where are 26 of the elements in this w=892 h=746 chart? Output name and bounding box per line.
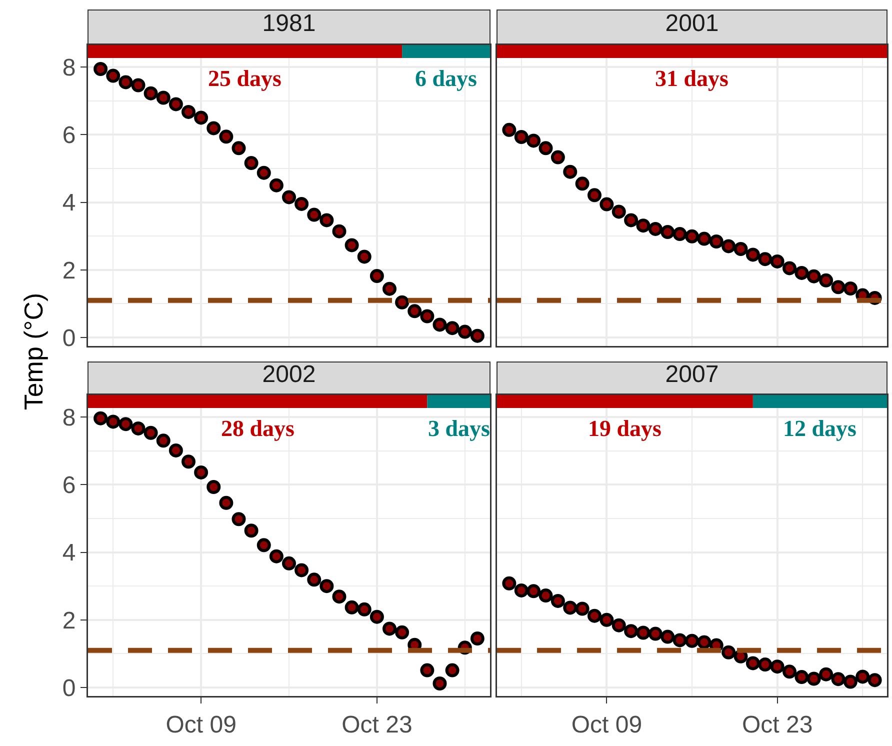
x-tick-label: Oct 09: [166, 711, 236, 738]
x-tick-label: Oct 23: [742, 711, 813, 738]
x-tick-label: Oct 09: [571, 711, 642, 738]
y-tick-label: 4: [62, 190, 76, 217]
chart-title: 2007: [665, 360, 719, 388]
band-label: 6 days: [415, 66, 478, 91]
chart-title: 1981: [262, 10, 316, 37]
y-tick-label: 0: [62, 324, 76, 352]
band-label: 3 days: [428, 416, 490, 441]
y-axis-title: Temp (°C): [18, 292, 50, 412]
y-tick-label: 6: [62, 122, 76, 150]
y-tick-label: 6: [62, 472, 76, 500]
band-label: 28 days: [221, 416, 295, 441]
band-label: 31 days: [655, 66, 729, 91]
chart-title: 2002: [262, 360, 316, 388]
band-label: 19 days: [588, 416, 662, 441]
band-label: 25 days: [208, 66, 282, 91]
y-tick-label: 8: [62, 54, 76, 82]
y-tick-label: 0: [62, 674, 76, 702]
y-tick-label: 4: [62, 540, 76, 567]
y-tick-label: 8: [62, 404, 76, 432]
chart-title: 2001: [665, 10, 719, 37]
band-label: 12 days: [783, 416, 857, 441]
x-tick-label: Oct 23: [342, 711, 412, 738]
y-tick-label: 2: [62, 257, 76, 284]
y-tick-label: 2: [62, 607, 76, 634]
